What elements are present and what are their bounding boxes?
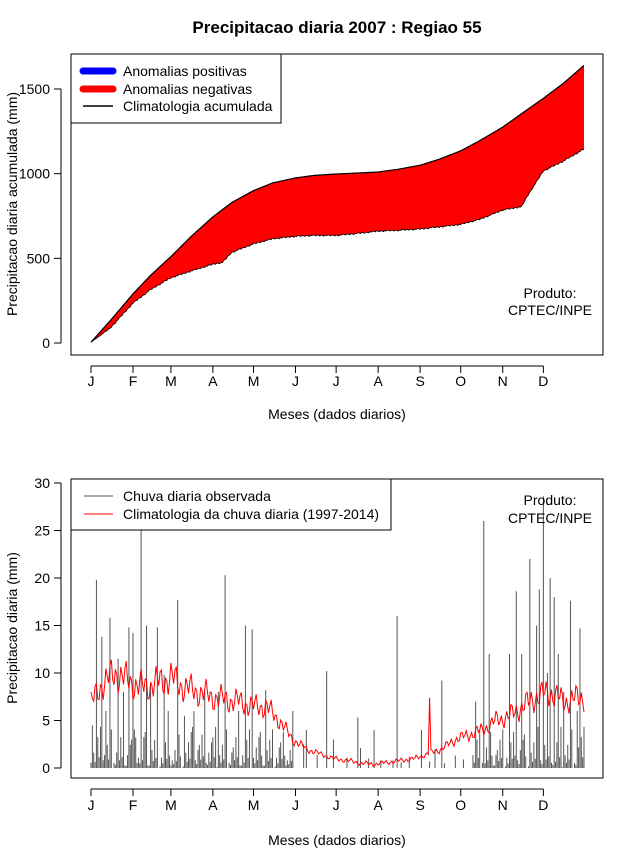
anomaly-area-layer [90,64,585,343]
page-title: Precipitacao diaria 2007 : Regiao 55 [192,18,481,37]
accumulated-x-label: Meses (dados diarios) [268,406,406,422]
daily-x-label: Meses (dados diarios) [268,832,406,848]
x-tick-label: M [165,797,177,813]
climatology-line-layer [90,659,585,768]
x-tick-label: J [292,797,299,813]
legend-label-climatology: Climatologia acumulada [123,98,273,114]
x-tick-label: A [373,373,383,389]
daily-legend: Chuva diaria observada Climatologia da c… [70,478,392,531]
climatology-accumulated-line [90,64,585,343]
x-tick-label: O [455,373,466,389]
observed-accumulated-line [90,149,585,343]
daily-y-axis: 0 5 10 15 20 25 30 [34,475,62,776]
x-tick-label: N [498,373,508,389]
y-tick-label: 15 [34,618,50,634]
legend-label-observed: Chuva diaria observada [123,488,271,504]
daily-legend-box [70,478,392,531]
negative-anomaly-area [91,65,584,343]
x-tick-label: F [129,373,138,389]
accumulated-y-label: Precipitacao diaria acumulada (mm) [4,92,20,316]
y-tick-label: 20 [34,570,50,586]
x-tick-label: A [208,797,218,813]
x-tick-label: J [333,797,340,813]
daily-rain-bars [90,496,585,768]
legend-label-positive: Anomalias positivas [123,63,247,79]
legend-label-daily-climatology: Climatologia da chuva diaria (1997-2014) [123,506,379,522]
y-tick-label: 500 [27,250,51,266]
daily-annotation-line2: CPTEC/INPE [508,510,592,526]
daily-chart: J F M A M J J A S O N D 0 5 10 15 20 25 30 Meses (dados d… [4,475,604,848]
accumulated-annotation-line2: CPTEC/INPE [508,302,592,318]
y-tick-label: 1500 [19,81,50,97]
x-tick-label: J [333,373,340,389]
x-tick-label: M [248,797,260,813]
y-tick-label: 1000 [19,166,50,182]
x-tick-label: J [292,373,299,389]
x-tick-label: D [538,797,548,813]
legend-label-negative: Anomalias negativas [123,81,252,97]
x-tick-label: S [415,373,424,389]
accumulated-annotation-line1: Produto: [524,285,577,301]
x-tick-label: J [88,373,95,389]
accumulated-plot-frame [70,53,604,356]
accumulated-chart: J F M A M J J A S O N D 0 500 1000 1500 Meses (dados d… [4,53,604,422]
y-tick-label: 25 [34,523,50,539]
y-tick-label: 0 [42,760,50,776]
x-tick-label: A [373,797,383,813]
daily-climatology-line [90,659,585,768]
x-tick-label: J [88,797,95,813]
x-tick-label: D [538,373,548,389]
daily-y-label: Precipitacao diaria (mm) [4,552,20,704]
x-tick-label: A [208,373,218,389]
x-tick-label: F [129,797,138,813]
y-tick-label: 30 [34,475,50,491]
y-tick-label: 0 [42,335,50,351]
daily-annotation-line1: Produto: [524,492,577,508]
x-tick-label: M [165,373,177,389]
y-tick-label: 5 [42,713,50,729]
x-tick-label: O [455,797,466,813]
x-tick-label: S [415,797,424,813]
accumulated-legend: Anomalias positivas Anomalias negativas … [70,53,282,124]
accumulated-y-axis: 0 500 1000 1500 [19,81,62,351]
x-tick-label: N [498,797,508,813]
x-tick-label: M [248,373,260,389]
y-tick-label: 10 [34,665,50,681]
